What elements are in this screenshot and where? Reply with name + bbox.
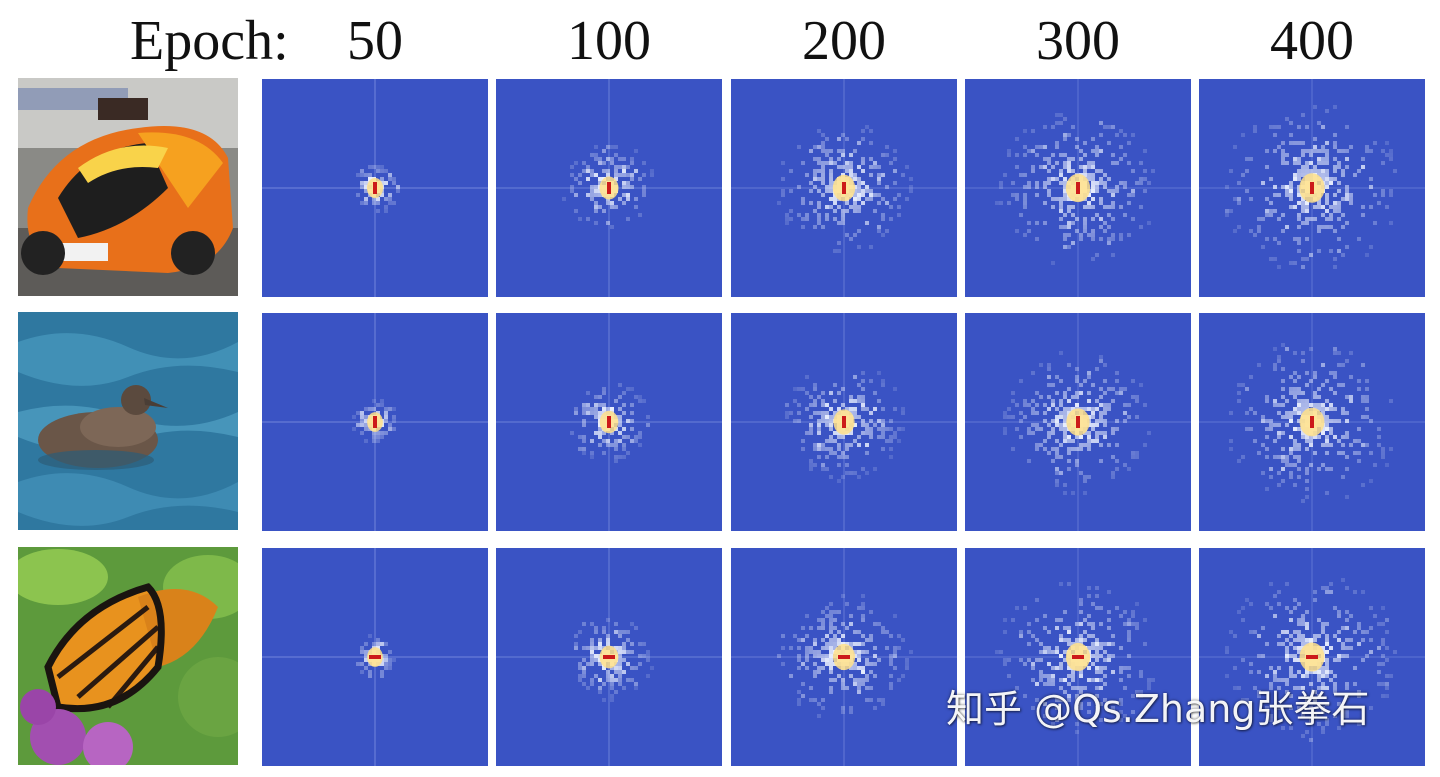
photo-bird-on-water — [18, 312, 238, 530]
photo-monarch-butterfly — [18, 547, 238, 765]
epoch-label: Epoch: — [130, 10, 289, 72]
spectrum-tile — [496, 548, 722, 766]
spectrum-tile — [965, 79, 1191, 297]
spectrum-tile — [965, 313, 1191, 531]
epoch-300-label: 300 — [1036, 10, 1120, 72]
spectrum-tile — [1199, 548, 1425, 766]
spectrum-tile — [496, 79, 722, 297]
spectrum-tile — [262, 548, 488, 766]
spectrum-tile — [731, 79, 957, 297]
spectrum-tile — [731, 313, 957, 531]
spectrum-tile — [731, 548, 957, 766]
spectrum-tile — [262, 313, 488, 531]
photo-race-car — [18, 78, 238, 296]
epoch-400-label: 400 — [1270, 10, 1354, 72]
epoch-50-label: 50 — [347, 10, 403, 72]
spectrum-tile — [965, 548, 1191, 766]
spectrum-tile — [1199, 313, 1425, 531]
spectrum-tile — [496, 313, 722, 531]
epoch-100-label: 100 — [567, 10, 651, 72]
epoch-200-label: 200 — [802, 10, 886, 72]
watermark: 知乎 @Qs.Zhang张拳石 — [946, 687, 1370, 731]
spectrum-tile — [1199, 79, 1425, 297]
spectrum-tile — [262, 79, 488, 297]
